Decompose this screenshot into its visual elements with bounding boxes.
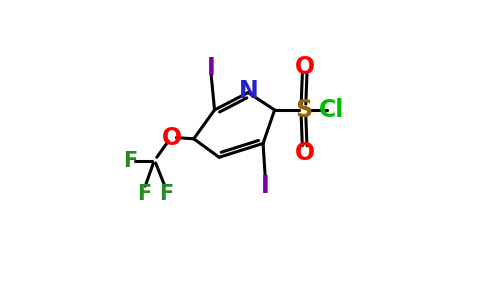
Text: O: O xyxy=(162,126,182,150)
Text: F: F xyxy=(123,151,137,171)
Text: N: N xyxy=(239,80,259,103)
Text: O: O xyxy=(295,141,315,165)
Text: O: O xyxy=(295,55,315,79)
Text: I: I xyxy=(207,56,215,80)
Text: F: F xyxy=(137,184,151,204)
Text: I: I xyxy=(261,174,270,198)
Text: F: F xyxy=(159,184,173,204)
Text: Cl: Cl xyxy=(318,98,344,122)
Text: S: S xyxy=(295,98,312,122)
